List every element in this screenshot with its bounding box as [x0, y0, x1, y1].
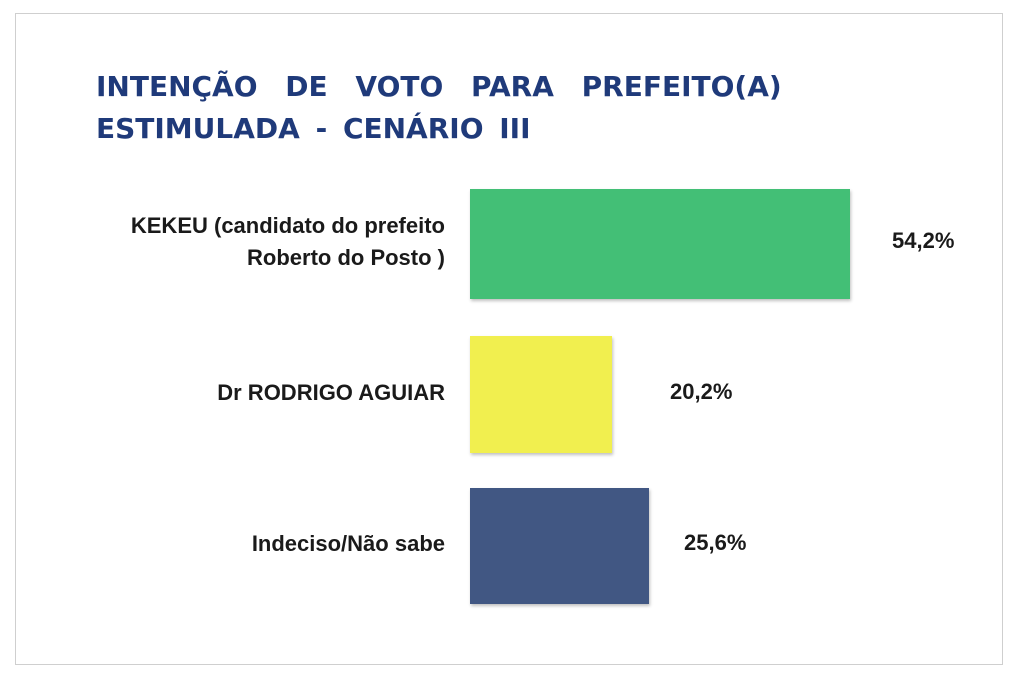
bar-1 [470, 189, 850, 299]
chart-title-line-1: INTENÇÃO DE VOTO PARA PREFEITO(A) [96, 70, 782, 103]
bar-2 [470, 336, 612, 453]
category-label-line: Roberto do Posto ) [247, 245, 445, 270]
value-label-1: 54,2% [892, 228, 955, 253]
category-label-line: KEKEU (candidato do prefeito [130, 213, 445, 238]
category-label-1: KEKEU (candidato do prefeito Roberto do P… [131, 210, 445, 274]
chart-title-line-2: ESTIMULADA - CENÁRIO III [96, 112, 531, 145]
bar-3 [470, 488, 649, 604]
value-label-3: 25,6% [684, 530, 747, 555]
category-label-line: Dr RODRIGO AGUIAR [217, 379, 445, 405]
category-label-2: Dr RODRIGO AGUIAR [217, 377, 445, 409]
value-label-2: 20,2% [670, 378, 733, 404]
category-label-line: Indeciso/Não sabe [251, 531, 445, 556]
category-label-3: Indeciso/Não sabe [252, 528, 445, 560]
